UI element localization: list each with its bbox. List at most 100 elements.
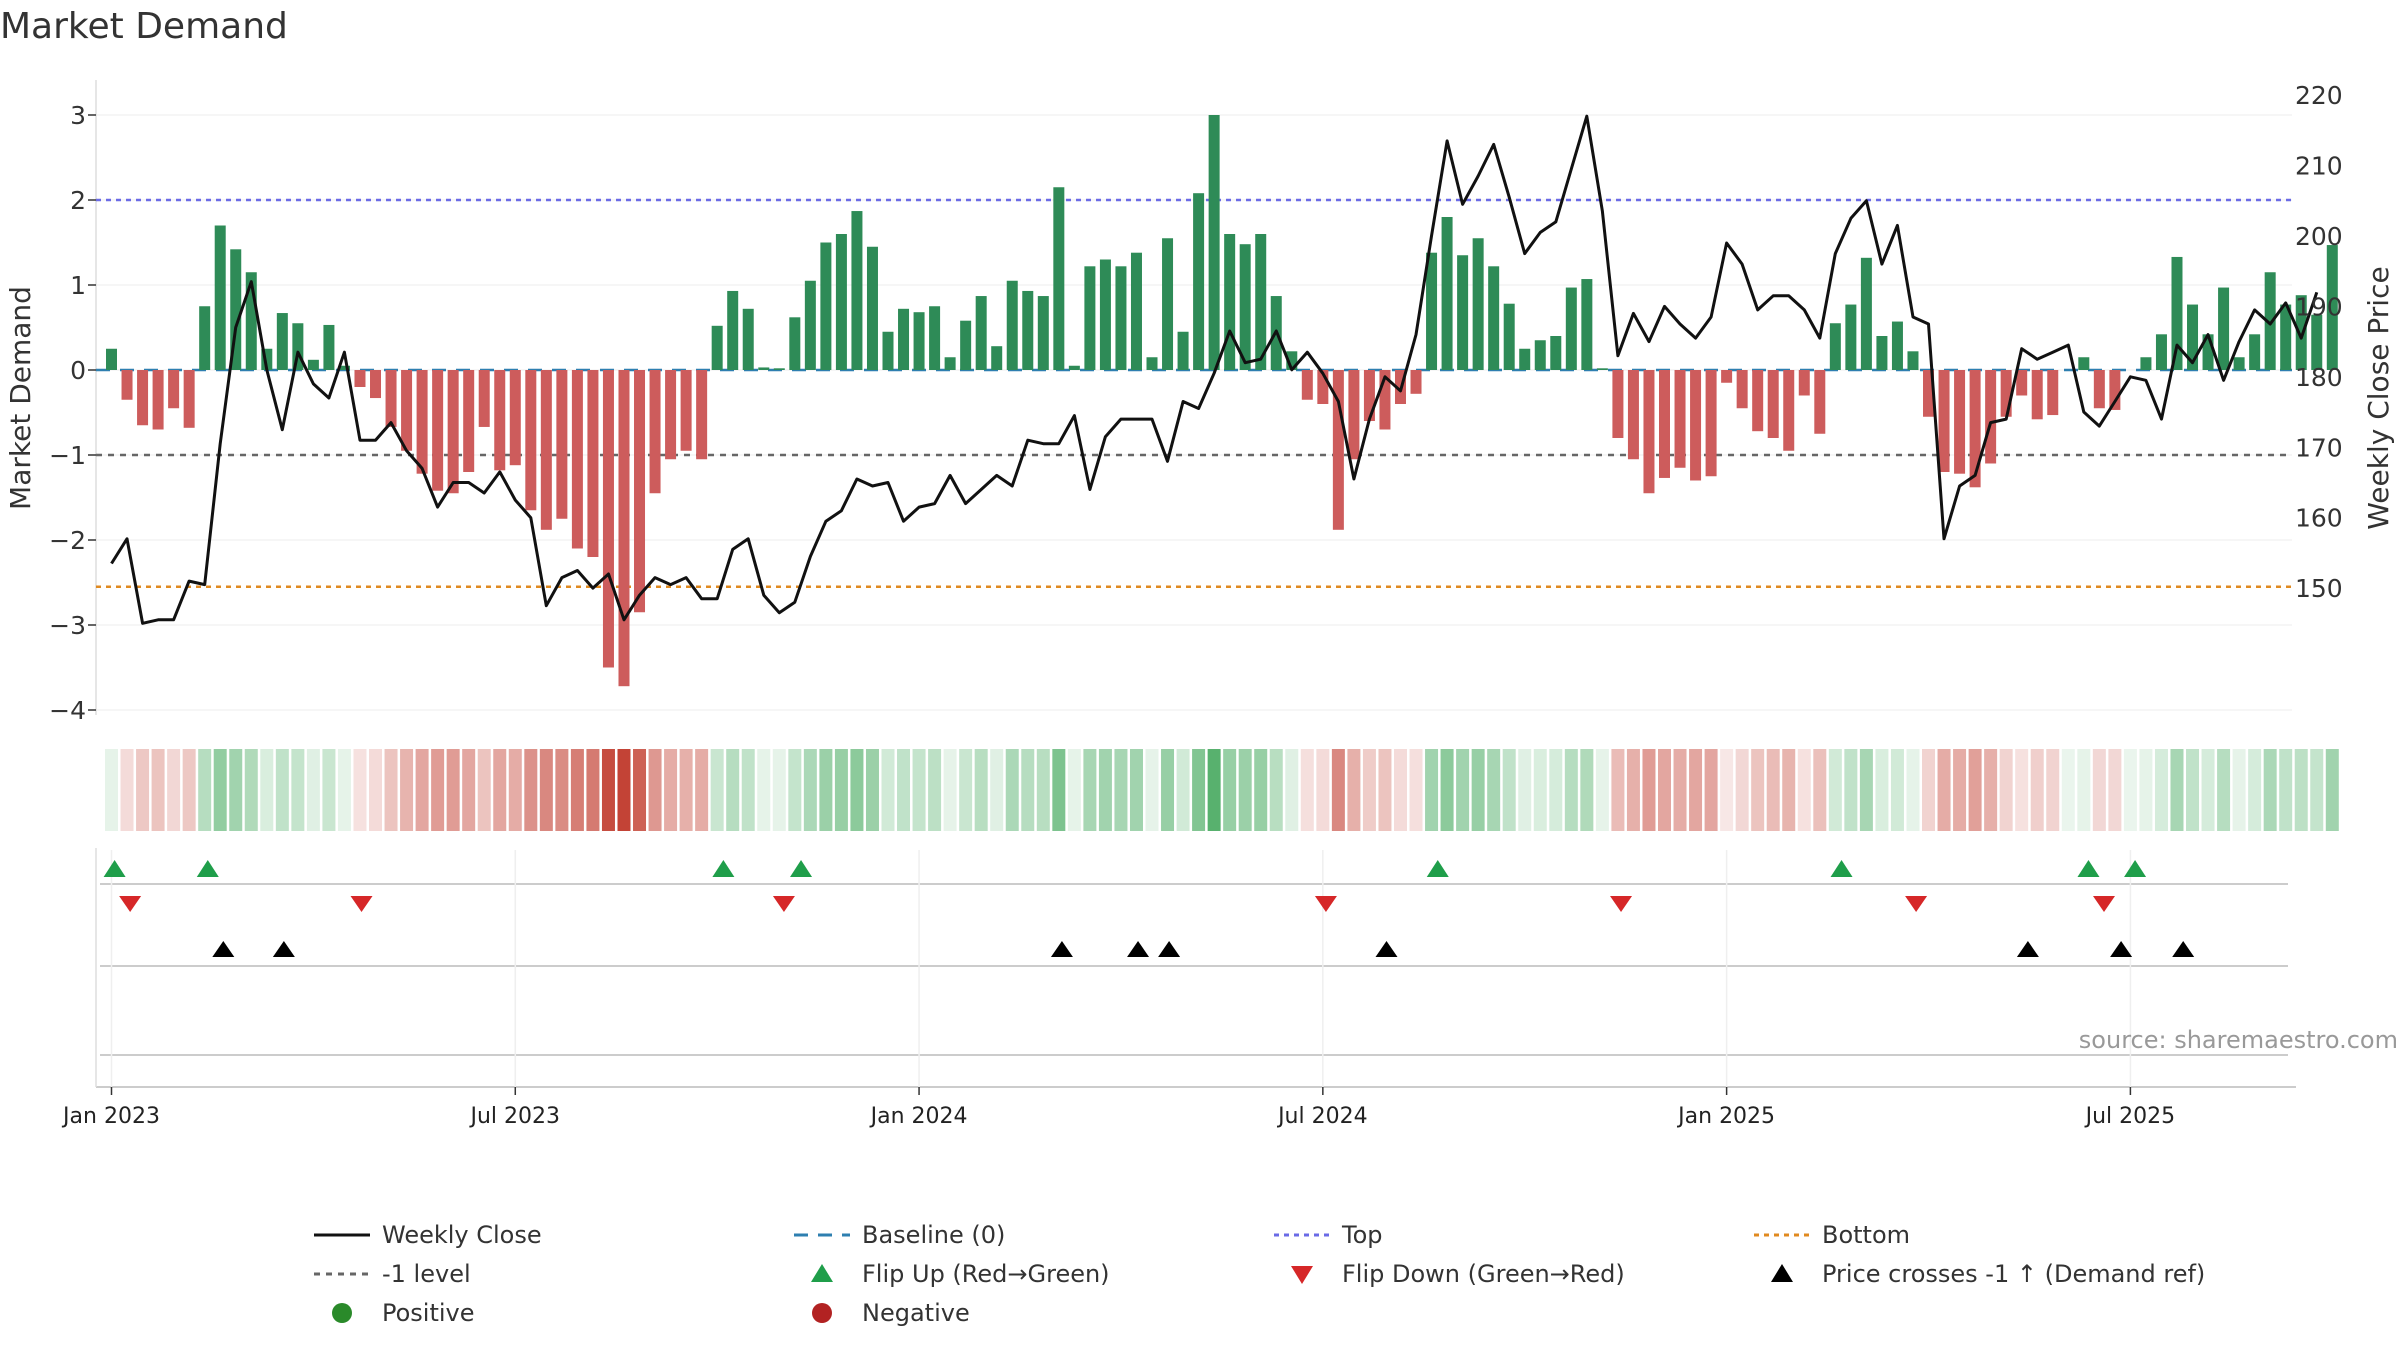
strip-cell xyxy=(1036,749,1050,831)
demand-bar xyxy=(665,370,677,460)
demand-bar xyxy=(1767,370,1779,438)
legend-positive: Positive xyxy=(312,1298,475,1328)
strip-cell xyxy=(1409,749,1423,831)
strip-cell xyxy=(1362,749,1376,831)
demand-bar xyxy=(338,365,350,370)
strip-cell xyxy=(1129,749,1143,831)
demand-bar xyxy=(1643,370,1655,494)
demand-bar xyxy=(1363,370,1375,421)
strip-cell xyxy=(1844,749,1858,831)
demand-bar xyxy=(276,313,288,370)
legend-label: Positive xyxy=(382,1299,475,1327)
legend-label: Price crosses -1 ↑ (Demand ref) xyxy=(1822,1260,2206,1288)
strip-cell xyxy=(2046,749,2060,831)
right-axis: 220 210 200 190 180 170 160 150 xyxy=(2295,81,2343,603)
demand-bar xyxy=(1488,266,1500,370)
demand-bar xyxy=(1519,348,1531,370)
price-cross-markers xyxy=(212,941,2195,957)
demand-bar xyxy=(2202,334,2214,370)
demand-bar xyxy=(199,306,211,370)
y-tick-label: 3 xyxy=(70,101,86,130)
strip-cell xyxy=(990,749,1004,831)
strip-cell xyxy=(182,749,196,831)
strip-cell xyxy=(695,749,709,831)
legend-line-icon xyxy=(314,1233,370,1237)
demand-bar xyxy=(168,370,180,409)
demand-bar xyxy=(463,370,475,472)
demand-bar xyxy=(2031,370,2043,420)
strip-cell xyxy=(1735,749,1749,831)
strip-cell xyxy=(1393,749,1407,831)
demand-bar xyxy=(2016,370,2028,396)
demand-bar xyxy=(1146,357,1158,370)
legend-flip-down: Flip Down (Green→Red) xyxy=(1272,1259,1625,1289)
legend-baseline: Baseline (0) xyxy=(792,1220,1005,1250)
y2-tick-label: 210 xyxy=(2295,152,2343,181)
demand-bar xyxy=(1239,244,1251,370)
y2-tick-label: 170 xyxy=(2295,433,2343,462)
legend-top: Top xyxy=(1272,1220,1383,1250)
demand-bar xyxy=(1798,370,1810,396)
x-tick-label: Jan 2025 xyxy=(1676,1104,1775,1129)
strip-cell xyxy=(260,749,274,831)
demand-bar xyxy=(1022,290,1034,370)
strip-cell xyxy=(1502,749,1516,831)
strip-cell xyxy=(819,749,833,831)
demand-bar xyxy=(1721,370,1733,383)
demand-bar xyxy=(1130,252,1142,370)
demand-bar xyxy=(1177,331,1189,370)
demand-bar xyxy=(1332,370,1344,530)
strip-cell xyxy=(1642,749,1656,831)
strip-cell xyxy=(229,749,243,831)
strip-cell xyxy=(633,749,647,831)
demand-bar xyxy=(696,370,708,460)
legend-label: Top xyxy=(1342,1221,1383,1249)
legend-price-cross: Price crosses -1 ↑ (Demand ref) xyxy=(1752,1259,2205,1289)
demand-bar xyxy=(307,359,319,370)
demand-bar xyxy=(183,370,195,428)
demand-bar xyxy=(1348,370,1360,460)
weekly-close-line xyxy=(110,114,2319,625)
y-tick-label: 2 xyxy=(70,186,86,215)
strip-cell xyxy=(974,749,988,831)
strip-cell xyxy=(1456,749,1470,831)
left-axis: 3 2 1 0 −1 −2 −3 −4 xyxy=(49,101,96,725)
demand-bar xyxy=(991,346,1003,370)
strip-cell xyxy=(1005,749,1019,831)
strip-cell xyxy=(865,749,879,831)
legend-negative: Negative xyxy=(792,1298,970,1328)
strip-cell xyxy=(1083,749,1097,831)
strip-cell xyxy=(959,749,973,831)
strip-cell xyxy=(1937,749,1951,831)
strip-cell xyxy=(120,749,134,831)
demand-bar xyxy=(960,320,972,370)
demand-bar xyxy=(773,368,785,370)
strip-cell xyxy=(1192,749,1206,831)
strip-cell xyxy=(1968,749,1982,831)
demand-bar xyxy=(2233,357,2245,370)
demand-bar xyxy=(1705,370,1717,477)
demand-bar xyxy=(1550,336,1562,370)
demand-bar xyxy=(680,370,692,451)
demand-bar xyxy=(2326,245,2338,370)
flip-down-marker xyxy=(1610,896,1633,912)
strip-cell xyxy=(1533,749,1547,831)
demand-bar xyxy=(1037,296,1049,370)
strip-cell xyxy=(477,749,491,831)
strip-cell xyxy=(881,749,895,831)
strip-cell xyxy=(928,749,942,831)
strip-cell xyxy=(2108,749,2122,831)
demand-bar xyxy=(556,370,568,519)
demand-bar xyxy=(2280,304,2292,370)
demand-bar xyxy=(1286,351,1298,370)
strip-cell xyxy=(1626,749,1640,831)
demand-bar xyxy=(1193,193,1205,370)
demand-bar xyxy=(2093,370,2105,409)
flip-down-marker xyxy=(119,896,142,912)
flip-up-marker xyxy=(2077,860,2100,877)
strip-cell xyxy=(322,749,336,831)
demand-bar xyxy=(354,370,366,387)
demand-bar xyxy=(1674,370,1686,468)
demand-bar xyxy=(1923,370,1935,417)
demand-bar xyxy=(975,296,987,370)
